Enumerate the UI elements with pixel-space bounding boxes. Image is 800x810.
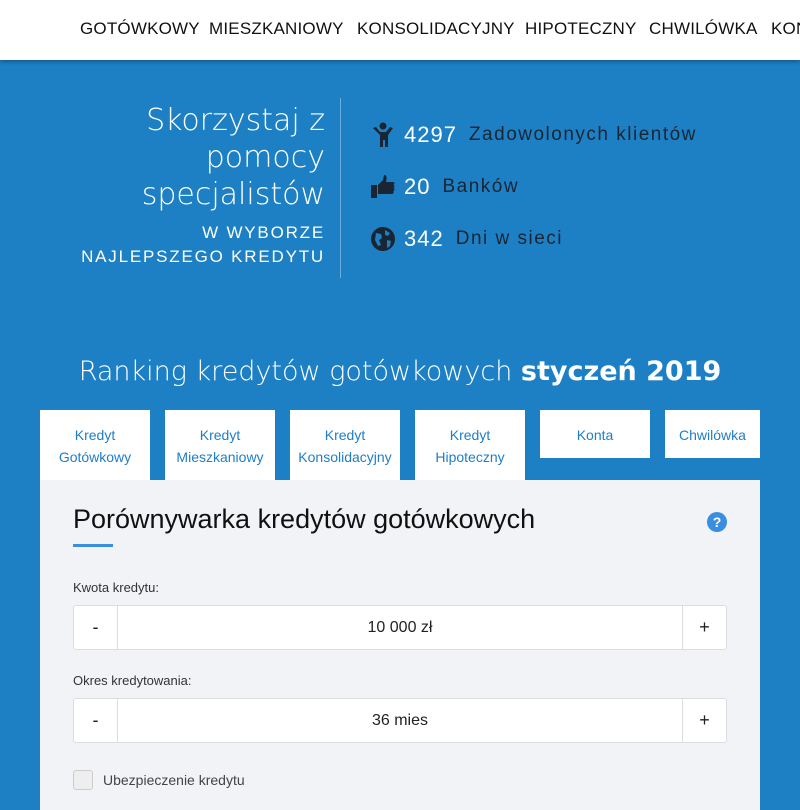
period-label: Okres kredytowania: <box>73 673 192 688</box>
tab-label: Konta <box>576 427 614 443</box>
tab-kredyt-mieszkaniowy[interactable]: Kredyt Mieszkaniowy <box>165 410 275 480</box>
title-underline <box>73 544 113 547</box>
tab-label: Konsolidacyjny <box>298 449 392 465</box>
help-icon[interactable]: ? <box>707 512 727 532</box>
nav-chwilowka[interactable]: CHWILÓWKA <box>649 19 758 38</box>
tab-label: Hipoteczny <box>435 449 505 465</box>
tab-label: Kredyt <box>324 427 366 443</box>
amount-stepper: - 10 000 zł + <box>73 605 727 650</box>
stat-number: 4297 <box>404 122 457 147</box>
period-minus-button[interactable]: - <box>92 710 99 730</box>
tab-konta[interactable]: Konta <box>540 410 650 458</box>
insurance-label: Ubezpieczenie kredytu <box>103 772 245 788</box>
tab-kredyt-hipoteczny[interactable]: Kredyt Hipoteczny <box>415 410 525 480</box>
nav-gotowkowy[interactable]: GOTÓWKOWY <box>80 19 200 38</box>
tab-label: Mieszkaniowy <box>176 449 264 465</box>
tab-label: Kredyt <box>199 427 241 443</box>
stat-banks: 20 Banków <box>370 174 519 200</box>
insurance-checkbox-row[interactable]: Ubezpieczenie kredytu <box>73 770 245 790</box>
stat-number: 342 <box>404 226 444 251</box>
hero-divider <box>340 98 341 278</box>
nav-mieszkaniowy[interactable]: MIESZKANIOWY <box>209 19 344 38</box>
period-plus-button[interactable]: + <box>699 710 710 730</box>
hero-sub-2: NAJLEPSZEGO KREDYTU <box>81 247 325 266</box>
tab-label: Kredyt <box>74 427 116 443</box>
ranking-date: styczeń 2019 <box>520 356 722 387</box>
period-stepper: - 36 mies + <box>73 698 727 743</box>
globe-icon <box>371 227 395 251</box>
tab-label: Chwilówka <box>679 427 746 443</box>
stat-label: Dni w sieci <box>455 228 564 249</box>
hero-sub-1: W WYBORZE <box>202 223 325 242</box>
stat-clients: 4297 Zadowolonych klientów <box>370 122 697 148</box>
nav-konta[interactable]: KONTA <box>771 19 800 38</box>
amount-input[interactable]: 10 000 zł <box>117 606 683 649</box>
thumbs-up-icon <box>371 175 395 198</box>
ranking-heading: Ranking kredytów gotówkowych styczeń 201… <box>0 356 800 387</box>
ranking-text: Ranking kredytów gotówkowych <box>78 356 513 387</box>
nav-hipoteczny[interactable]: HIPOTECZNY <box>525 19 637 38</box>
top-navigation: GOTÓWKOWY MIESZKANIOWY KONSOLIDACYJNY HI… <box>0 0 800 60</box>
panel-title: Porównywarka kredytów gotówkowych <box>73 504 536 534</box>
stat-label: Zadowolonych klientów <box>468 124 697 145</box>
tab-kredyt-konsolidacyjny[interactable]: Kredyt Konsolidacyjny <box>290 410 400 480</box>
period-input[interactable]: 36 mies <box>117 699 683 742</box>
stat-label: Banków <box>442 176 520 197</box>
nav-konsolidacyjny[interactable]: KONSOLIDACYJNY <box>357 19 515 38</box>
stat-days: 342 Dni w sieci <box>370 226 563 252</box>
hero-heading-2: pomocy <box>205 140 325 175</box>
child-icon <box>373 122 393 147</box>
tab-label: Gotówkowy <box>58 449 132 465</box>
insurance-checkbox[interactable] <box>73 770 93 790</box>
hero-text: Skorzystaj z pomocy specjalistów W WYBOR… <box>81 102 325 269</box>
comparison-panel: Porównywarka kredytów gotówkowych ? Kwot… <box>40 480 760 810</box>
stat-number: 20 <box>404 174 431 199</box>
hero-heading-3: specjalistów <box>141 177 325 212</box>
amount-plus-button[interactable]: + <box>699 617 710 637</box>
tab-chwilowka[interactable]: Chwilówka <box>665 410 760 458</box>
tab-kredyt-gotowkowy[interactable]: Kredyt Gotówkowy <box>40 410 150 480</box>
tab-label: Kredyt <box>449 427 491 443</box>
amount-label: Kwota kredytu: <box>73 580 159 595</box>
hero-heading-1: Skorzystaj z <box>146 103 325 138</box>
amount-minus-button[interactable]: - <box>92 617 99 637</box>
